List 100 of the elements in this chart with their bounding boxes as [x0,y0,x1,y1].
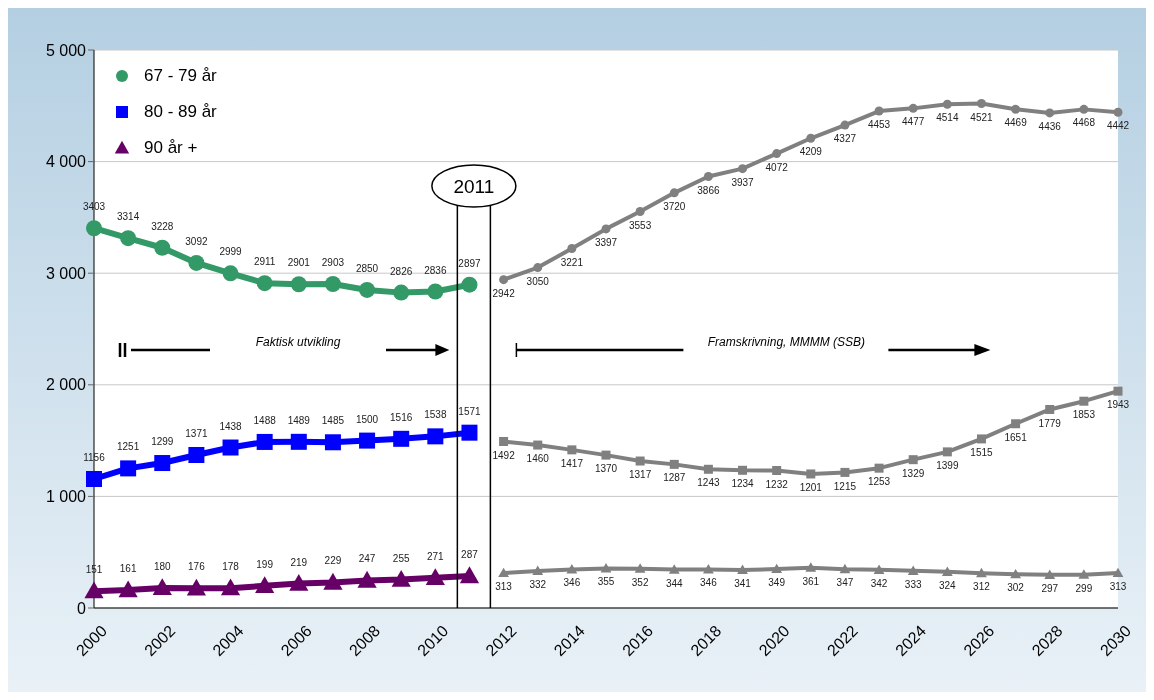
point [908,103,918,113]
data-label: 3937 [731,176,755,188]
data-label: 3720 [663,200,686,212]
data-label: 1538 [424,409,447,421]
point [324,276,341,293]
data-label: 287 [461,548,479,560]
data-label: 1779 [1038,417,1062,429]
point [703,464,713,474]
data-label: 1438 [219,420,243,432]
data-label: 2826 [390,265,413,277]
point [425,568,445,585]
point [772,466,782,476]
data-label: 4209 [799,146,823,158]
data-label: 1417 [560,457,584,469]
point [873,564,885,574]
data-label: 4327 [833,133,857,145]
point [567,244,577,254]
data-label: 1329 [902,467,925,479]
point [806,133,816,143]
point [703,172,713,182]
point [461,424,478,441]
point [391,569,411,587]
data-label: 3221 [560,256,584,268]
point [393,284,410,301]
point [357,570,377,588]
point [359,281,376,298]
point [737,564,748,574]
data-label: 1492 [492,449,516,461]
point [738,164,748,174]
data-label: 1489 [287,414,311,426]
point [840,467,850,477]
point [120,230,137,247]
data-label: 1253 [867,476,891,488]
data-label: 4469 [1004,117,1028,129]
point [601,450,611,460]
data-label: 1485 [321,415,345,427]
data-label: 4521 [970,111,994,123]
data-label: 346 [700,577,718,589]
point [393,430,410,447]
data-label: 1571 [458,405,482,417]
data-label: 3092 [185,235,208,247]
data-label: 247 [358,553,376,565]
point [222,265,239,282]
point [118,580,138,598]
point [669,459,679,469]
data-label: 1853 [1072,409,1096,421]
data-label: 1399 [936,459,959,471]
point [941,566,953,576]
data-label: 302 [1007,582,1025,594]
data-label: 2911 [253,256,276,268]
point [120,460,137,477]
point [533,263,543,273]
point [152,578,172,596]
point [1044,569,1056,579]
data-label: 352 [631,576,649,588]
data-label: 1500 [355,413,379,425]
point [669,188,679,198]
point [874,463,884,473]
point [908,455,918,465]
y-tick-label: 2 000 [45,376,87,394]
data-label: 2903 [321,257,345,269]
data-label: 1317 [629,469,652,481]
annotation: Framskrivning, MMMM (SSB) [707,335,866,349]
data-label: 324 [938,579,957,591]
point [1079,396,1089,406]
point [256,275,273,292]
point [427,428,444,445]
point [289,573,309,591]
y-tick-label: 3 000 [45,264,87,282]
point [976,434,986,444]
data-label: 219 [290,556,308,568]
data-label: 341 [734,578,752,590]
point [86,470,102,487]
point [1079,104,1089,114]
data-label: 180 [153,560,172,572]
point [324,434,341,451]
point [290,433,307,450]
data-label: 313 [1109,581,1127,593]
data-label: 1460 [526,453,550,465]
data-label: 3314 [117,211,140,223]
data-label: 344 [665,577,684,589]
data-label: 4436 [1038,121,1062,133]
point [840,120,850,130]
point [154,239,171,256]
data-label: 346 [563,577,581,589]
point [635,206,645,216]
data-label: 2999 [219,246,243,258]
data-label: 332 [529,579,547,591]
data-label: 1201 [799,482,823,494]
point [154,455,171,472]
data-label: 1516 [390,411,413,423]
data-label: 349 [768,577,786,589]
data-label: 361 [802,575,820,587]
point [186,578,206,596]
point [427,283,444,300]
annotation: 2011 [453,176,495,197]
data-label: 355 [597,576,615,588]
point [498,567,509,578]
point [635,456,645,466]
point [566,563,578,574]
